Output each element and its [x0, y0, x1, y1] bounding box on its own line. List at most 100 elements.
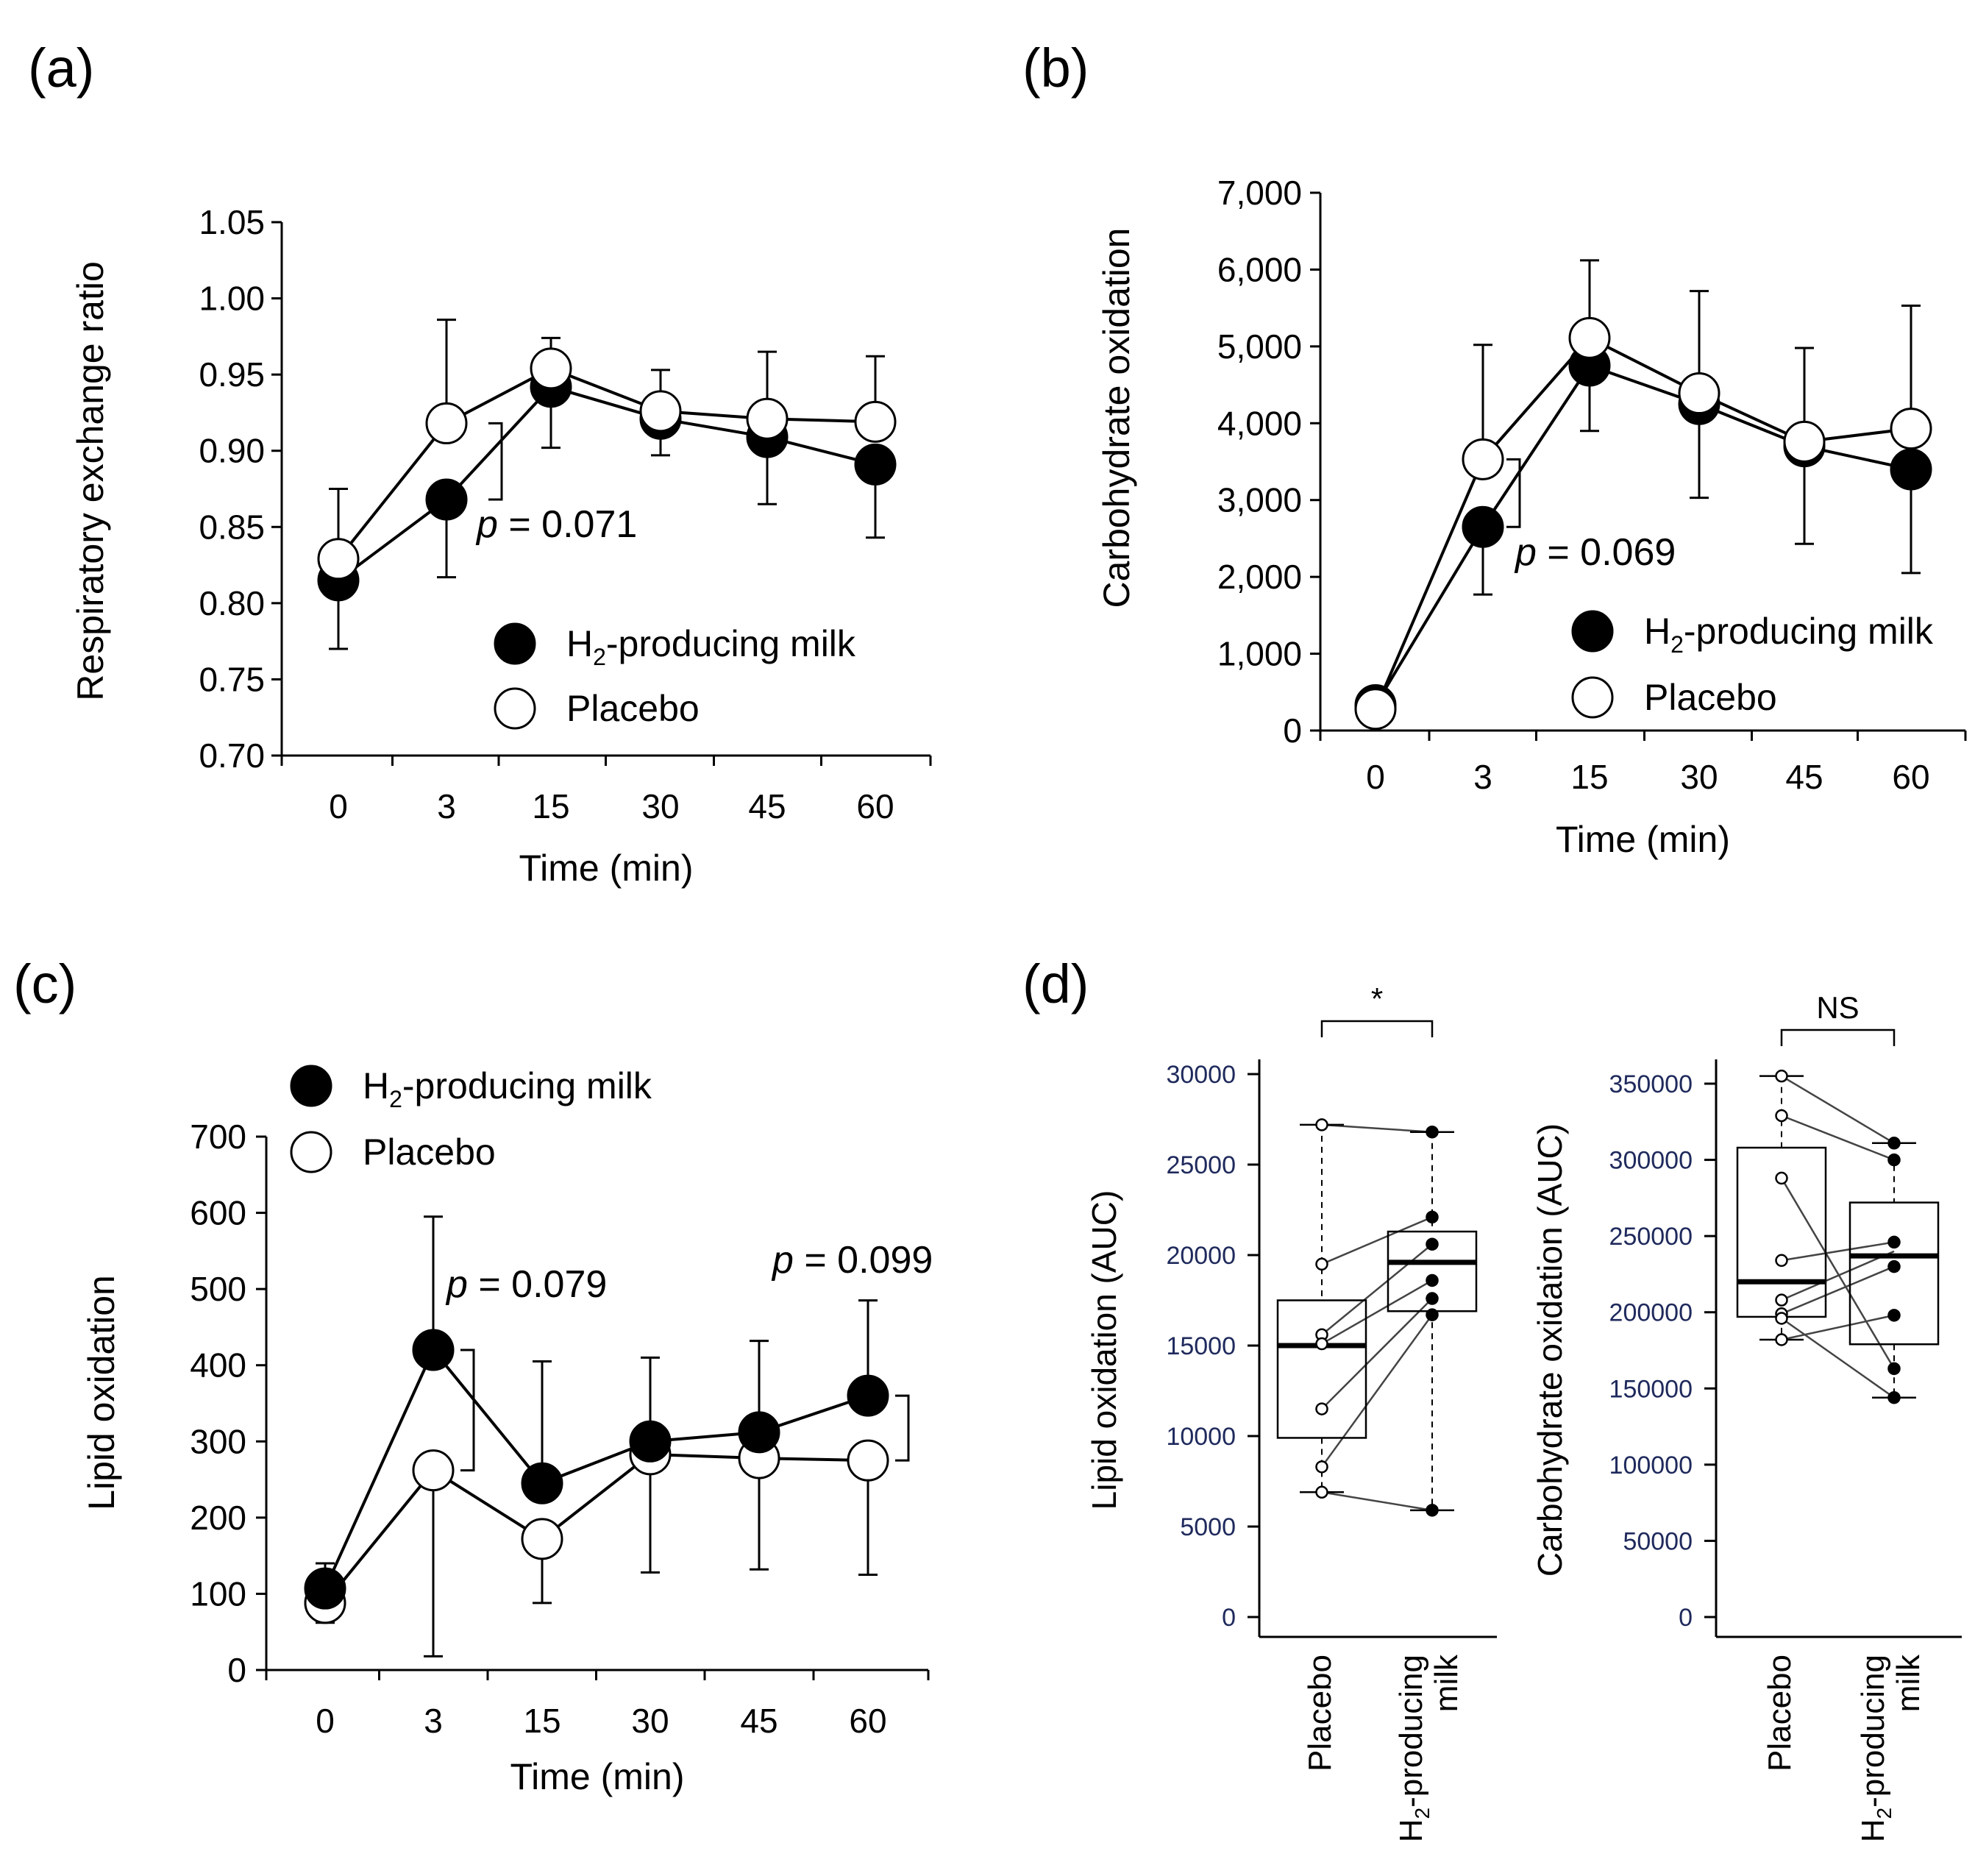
panel-label-a: (a) [28, 38, 95, 99]
x-axis-label: Time (min) [510, 1756, 684, 1797]
data-point-placebo [530, 347, 572, 390]
y-tick-label: 200 [190, 1499, 246, 1537]
y-axis-label: Carbohydrate oxidation [1096, 228, 1137, 608]
y-tick-label: 0 [1222, 1604, 1236, 1632]
significance-bracket [488, 422, 503, 501]
y-tick-label: 400 [190, 1346, 246, 1385]
x-tick-label: 60 [849, 1702, 886, 1740]
paired-line [1780, 1177, 1896, 1369]
data-point-h2 [1887, 1362, 1901, 1376]
paired-line [1321, 1243, 1433, 1336]
data-point-h2 [847, 1374, 889, 1417]
y-axis-label: Respiratory exchange ratio [70, 261, 111, 701]
legend-label: Placebo [1644, 677, 1777, 718]
paired-line [1781, 1075, 1895, 1144]
y-tick-label: 1.00 [199, 280, 265, 318]
paired-line [1781, 1314, 1895, 1341]
chart-c: 0 100 200 300 400 500 600 700 0 3 15 30 45 60 Lipid ox… [81, 1065, 933, 1797]
x-tick-label: 45 [748, 787, 786, 825]
data-point-placebo [1354, 688, 1397, 731]
series-line-h2 [324, 1347, 869, 1590]
data-point-h2 [425, 478, 468, 521]
data-point-placebo [639, 390, 682, 433]
x-tick-label: 0 [1366, 758, 1385, 796]
series-line-h2 [337, 385, 876, 582]
data-point-placebo [746, 397, 789, 440]
data-point-h2 [1426, 1210, 1439, 1224]
y-tick-label: 1,000 [1217, 635, 1302, 673]
y-tick-label: 0.80 [199, 584, 265, 622]
data-point-placebo [1315, 1118, 1328, 1131]
x-tick-label: 3 [424, 1702, 443, 1740]
chart-a: 0.70 0.75 0.80 0.85 0.90 0.95 1.00 1.05 0 3 15 30 45… [70, 203, 932, 889]
data-point-placebo [1775, 1333, 1788, 1346]
x-tick-label: 60 [1892, 758, 1929, 796]
panel-label-c: (c) [13, 953, 77, 1015]
data-point-h2 [854, 443, 897, 486]
data-point-h2 [1426, 1308, 1439, 1321]
y-tick-label: 100 [190, 1574, 246, 1613]
y-tick-label: 600 [190, 1194, 246, 1232]
group-label: H2-producing [1855, 1655, 1896, 1842]
y-tick-label: 7,000 [1217, 174, 1302, 212]
legend-label: H2-producing milk [1644, 611, 1934, 658]
chart-b: 0 1,000 2,000 3,000 4,000 5,000 6,000 7,000 0 3 15… [1096, 174, 1967, 860]
y-tick-label: 200000 [1609, 1299, 1693, 1327]
legend-marker-h2 [1571, 610, 1614, 653]
data-point-placebo [847, 1439, 889, 1482]
significance-bracket [460, 1349, 475, 1472]
y-tick-label: 25000 [1166, 1151, 1236, 1179]
y-tick-label: 20000 [1166, 1242, 1236, 1270]
y-tick-label: 30000 [1166, 1061, 1236, 1089]
panel-label-b: (b) [1022, 38, 1089, 99]
data-point-placebo [521, 1518, 563, 1560]
y-tick-label: 0.70 [199, 736, 265, 775]
y-tick-label: 0 [1679, 1604, 1693, 1632]
paired-line [1781, 1241, 1895, 1262]
paired-line [1321, 1298, 1433, 1410]
p-value-annotation: p = 0.079 [445, 1263, 607, 1306]
x-axis-label: Time (min) [519, 848, 693, 889]
data-point-placebo [1775, 1109, 1788, 1123]
data-point-placebo [1462, 438, 1504, 480]
paired-line [1321, 1491, 1433, 1512]
significance-bracket [1506, 458, 1521, 528]
data-point-h2 [1887, 1309, 1901, 1322]
y-tick-label: 0.90 [199, 432, 265, 470]
group-label: Placebo [1762, 1655, 1798, 1772]
group-label: milk [1890, 1654, 1926, 1712]
data-point-placebo [1315, 1485, 1328, 1499]
p-value-annotation: p = 0.071 [475, 503, 637, 546]
data-point-placebo [1783, 420, 1826, 463]
paired-line [1781, 1115, 1895, 1161]
y-tick-label: 700 [190, 1118, 246, 1156]
x-tick-label: 45 [740, 1702, 777, 1740]
data-point-placebo [1315, 1402, 1328, 1415]
paired-line [1321, 1216, 1433, 1265]
paired-line [1321, 1123, 1433, 1133]
y-tick-label: 1.05 [199, 203, 265, 241]
significance-label: * [1371, 981, 1383, 1016]
y-axis-label: Lipid oxidation [81, 1275, 122, 1510]
y-axis-label: Carbohydrate oxidation (AUC) [1531, 1123, 1569, 1577]
x-tick-label: 30 [1680, 758, 1718, 796]
y-tick-label: 0.95 [199, 355, 265, 394]
y-tick-label: 50000 [1623, 1527, 1693, 1555]
data-point-placebo [1775, 1254, 1788, 1268]
paired-line [1320, 1314, 1434, 1468]
paired-line [1781, 1265, 1895, 1315]
data-point-placebo [1775, 1293, 1788, 1307]
data-point-h2 [1426, 1292, 1439, 1305]
paired-line [1781, 1317, 1895, 1399]
data-point-h2 [1462, 505, 1504, 548]
significance-label: NS [1816, 990, 1859, 1025]
chart-d1: 0 5000 10000 15000 20000 25000 30000 Lipid oxid… [1085, 981, 1497, 1842]
x-axis-label: Time (min) [1556, 819, 1730, 860]
series-line-placebo [324, 1452, 869, 1605]
x-tick-label: 60 [856, 787, 894, 825]
data-point-placebo [317, 538, 360, 580]
p-value-annotation: p = 0.099 [771, 1239, 933, 1282]
p-value-annotation: p = 0.069 [1514, 531, 1676, 574]
data-point-placebo [854, 400, 897, 443]
y-tick-label: 5,000 [1217, 327, 1302, 366]
